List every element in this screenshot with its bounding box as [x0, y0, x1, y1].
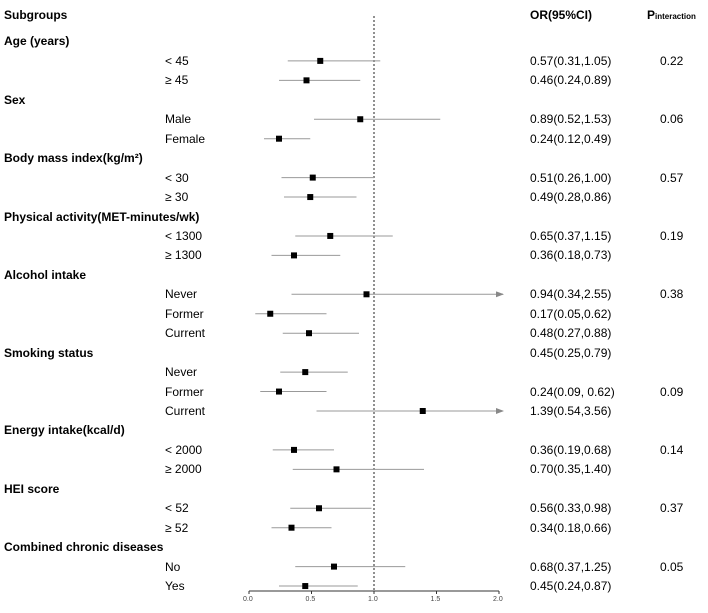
or-ci-text: 0.65(0.37,1.15)	[530, 228, 612, 243]
row-label: Current	[165, 326, 206, 341]
p-interaction-value: 0.14	[660, 442, 684, 457]
row-label: < 1300	[165, 228, 203, 243]
or-ci-text: 0.89(0.52,1.53)	[530, 112, 612, 127]
or-point	[357, 116, 364, 123]
or-point	[267, 310, 274, 317]
row-label: ≥ 45	[165, 73, 189, 88]
or-ci-text: 0.94(0.34,2.55)	[530, 287, 612, 302]
x-tick-label: 0.5	[305, 596, 316, 603]
x-tick-label: 0.0	[243, 596, 253, 603]
or-ci-text: 0.49(0.28,0.86)	[530, 190, 612, 205]
row-label: Former	[165, 306, 204, 321]
or-ci-text: 0.24(0.12,0.49)	[530, 131, 612, 146]
or-ci-text: 0.45(0.24,0.87)	[530, 579, 612, 594]
or-point	[327, 232, 334, 239]
row-label: ≥ 30	[165, 190, 189, 205]
row-label: Never	[165, 365, 198, 380]
or-point	[288, 524, 295, 531]
x-tick-label: 1.0	[368, 596, 378, 603]
p-interaction-letter: P	[647, 8, 656, 22]
group-label: Alcohol intake	[4, 267, 87, 282]
row-label: Never	[165, 287, 198, 302]
group-or-text: 0.45(0.25,0.79)	[530, 345, 612, 360]
or-point	[309, 174, 316, 181]
x-tick-label: 1.5	[430, 596, 441, 603]
row-label: Current	[165, 404, 206, 418]
group-label: Energy intake(kcal/d)	[4, 423, 125, 438]
row-label: ≥ 2000	[165, 462, 202, 477]
or-ci-text: 0.17(0.05,0.62)	[530, 306, 612, 321]
row-label: < 2000	[165, 442, 203, 457]
or-ci-text: 0.57(0.31,1.05)	[530, 53, 612, 68]
x-tick-label: 2.0	[493, 596, 503, 603]
or-point	[302, 583, 309, 590]
row-label: Female	[165, 131, 206, 146]
or-ci-text: 0.24(0.09, 0.62)	[530, 384, 615, 399]
p-interaction-value: 0.05	[660, 559, 684, 574]
or-point	[363, 291, 370, 298]
or-ci-text: 0.68(0.37,1.25)	[530, 559, 612, 574]
group-label: HEI score	[4, 481, 60, 496]
row-label: ≥ 52	[165, 520, 189, 535]
or-point	[306, 330, 312, 337]
p-interaction-header: Pinteraction	[647, 8, 696, 24]
row-label: ≥ 1300	[165, 248, 202, 263]
p-interaction-subscript: interaction	[655, 12, 696, 21]
or-point	[333, 466, 340, 473]
or-point	[331, 563, 337, 570]
p-interaction-value: 0.19	[660, 228, 684, 243]
or-ci-header: OR(95%CI)	[530, 8, 593, 22]
or-ci-text: 0.56(0.33,0.98)	[530, 501, 612, 516]
or-ci-text: 0.51(0.26,1.00)	[530, 170, 612, 185]
or-point	[317, 57, 324, 64]
p-interaction-value: 0.06	[660, 112, 684, 127]
or-point	[307, 194, 314, 201]
group-label: Body mass index(kg/m²)	[4, 151, 143, 166]
row-label: Male	[165, 112, 192, 127]
row-label: Former	[165, 384, 204, 399]
row-label: Yes	[165, 579, 185, 594]
or-ci-text: 0.36(0.19,0.68)	[530, 442, 612, 457]
group-label: Physical activity(MET-minutes/wk)	[4, 209, 200, 224]
or-point	[291, 446, 297, 453]
p-interaction-value: 0.57	[660, 170, 684, 185]
or-ci-text: 0.46(0.24,0.89)	[530, 73, 612, 88]
row-label: < 52	[165, 501, 189, 516]
row-label: No	[165, 559, 181, 574]
group-label: Age (years)	[4, 34, 70, 49]
or-point	[316, 505, 322, 512]
or-point	[302, 369, 309, 376]
or-point	[276, 388, 282, 395]
row-label: < 30	[165, 170, 189, 185]
or-ci-text: 0.34(0.18,0.66)	[530, 520, 612, 535]
group-label: Sex	[4, 92, 26, 107]
or-point	[276, 135, 282, 142]
or-point	[303, 77, 310, 84]
p-interaction-value: 0.22	[660, 53, 684, 68]
group-label: Combined chronic diseases	[4, 540, 164, 555]
row-label: < 45	[165, 53, 189, 68]
p-interaction-value: 0.37	[660, 501, 684, 516]
or-ci-text: 0.70(0.35,1.40)	[530, 462, 612, 477]
or-ci-text: 0.48(0.27,0.88)	[530, 326, 612, 341]
group-label: Smoking status	[4, 345, 94, 360]
or-point	[291, 252, 297, 259]
p-interaction-value: 0.09	[660, 384, 684, 399]
or-ci-text: 0.36(0.18,0.73)	[530, 248, 612, 263]
p-interaction-value: 0.38	[660, 287, 684, 302]
or-ci-text: 1.39(0.54,3.56)	[530, 404, 612, 418]
or-point	[419, 408, 426, 414]
subgroups-header: Subgroups	[4, 8, 68, 22]
